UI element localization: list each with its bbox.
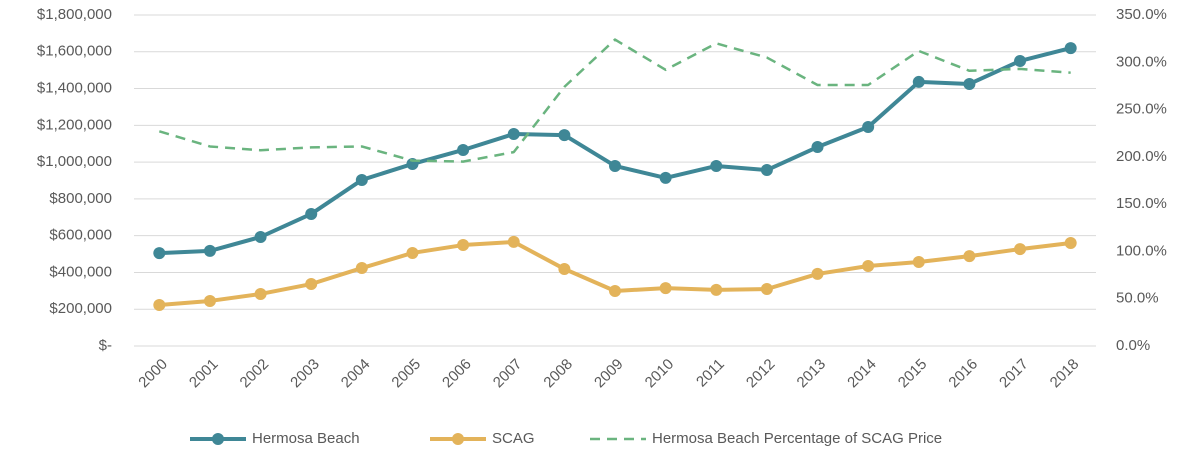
x-tick-label: 2014	[844, 356, 880, 392]
point	[355, 173, 368, 186]
y-tick-label: $400,000	[49, 263, 112, 280]
y2-tick-label: 350.0%	[1116, 6, 1167, 23]
x-tick-label: 2011	[693, 356, 728, 391]
x-tick-label: 2012	[743, 356, 779, 392]
point	[760, 282, 773, 295]
point	[1014, 243, 1027, 256]
point	[1064, 237, 1077, 250]
point	[305, 207, 318, 220]
series-line	[159, 46, 1072, 256]
point	[355, 262, 368, 275]
x-tick-label: 2003	[287, 356, 323, 392]
series-line	[158, 38, 1071, 163]
point	[963, 250, 976, 263]
point	[912, 75, 925, 88]
point	[862, 260, 875, 273]
point	[305, 278, 318, 291]
point	[659, 282, 672, 295]
y-tick-label: $1,600,000	[37, 43, 112, 60]
x-tick-label: 2013	[794, 356, 830, 392]
y-tick-label: $-	[99, 337, 112, 354]
y-tick-label: $1,000,000	[37, 153, 112, 170]
point	[203, 294, 216, 307]
x-tick-label: 2002	[237, 356, 273, 392]
point	[710, 283, 723, 296]
y-tick-label: $1,800,000	[37, 6, 112, 23]
y2-tick-label: 100.0%	[1116, 242, 1167, 259]
y2-tick-label: 150.0%	[1116, 195, 1167, 212]
y-tick-label: $1,200,000	[37, 116, 112, 133]
point	[710, 159, 723, 172]
point	[963, 77, 976, 90]
x-tick-label: 2009	[591, 356, 627, 392]
y2-tick-label: 50.0%	[1116, 290, 1159, 307]
point	[203, 244, 216, 257]
point	[153, 247, 166, 260]
x-tick-label: 2015	[895, 356, 931, 392]
y2-tick-label: 200.0%	[1116, 148, 1167, 165]
x-tick-label: 2017	[996, 356, 1032, 392]
x-tick-label: 2005	[388, 356, 424, 392]
point	[659, 171, 672, 184]
point	[558, 262, 571, 275]
point	[507, 235, 520, 248]
point	[507, 127, 520, 140]
point	[1014, 54, 1027, 67]
point	[153, 298, 166, 311]
x-tick-label: 2001	[186, 356, 222, 392]
x-tick-label: 2008	[540, 356, 576, 392]
point	[1064, 42, 1077, 55]
point	[811, 141, 824, 154]
y-tick-label: $200,000	[49, 300, 112, 317]
point	[811, 267, 824, 280]
y2-tick-label: 0.0%	[1116, 337, 1150, 354]
y-tick-label: $800,000	[49, 190, 112, 207]
legend-marker	[212, 433, 224, 445]
x-tick-label: 2004	[338, 356, 374, 392]
x-tick-label: 2000	[135, 356, 171, 392]
point	[609, 285, 621, 298]
y2-tick-label: 300.0%	[1116, 53, 1167, 70]
point	[406, 246, 419, 259]
legend-label: SCAG	[492, 430, 535, 447]
x-tick-label: 2010	[642, 356, 678, 392]
point	[912, 255, 925, 268]
point	[760, 164, 773, 177]
x-tick-label: 2006	[439, 356, 475, 392]
point	[254, 287, 267, 300]
point	[609, 159, 621, 172]
x-tick-label: 2018	[1047, 356, 1083, 392]
x-tick-label: 2007	[490, 356, 526, 392]
legend-label: Hermosa Beach Percentage of SCAG Price	[652, 430, 942, 447]
point	[457, 239, 470, 252]
legend-label: Hermosa Beach	[252, 430, 360, 447]
point	[558, 129, 571, 142]
y-tick-label: $600,000	[49, 227, 112, 244]
x-tick-label: 2016	[945, 356, 981, 392]
y2-tick-label: 250.0%	[1116, 101, 1167, 118]
point	[457, 143, 470, 156]
point	[862, 120, 875, 133]
point	[254, 230, 267, 243]
legend-marker	[452, 433, 464, 445]
y-tick-label: $1,400,000	[37, 80, 112, 97]
